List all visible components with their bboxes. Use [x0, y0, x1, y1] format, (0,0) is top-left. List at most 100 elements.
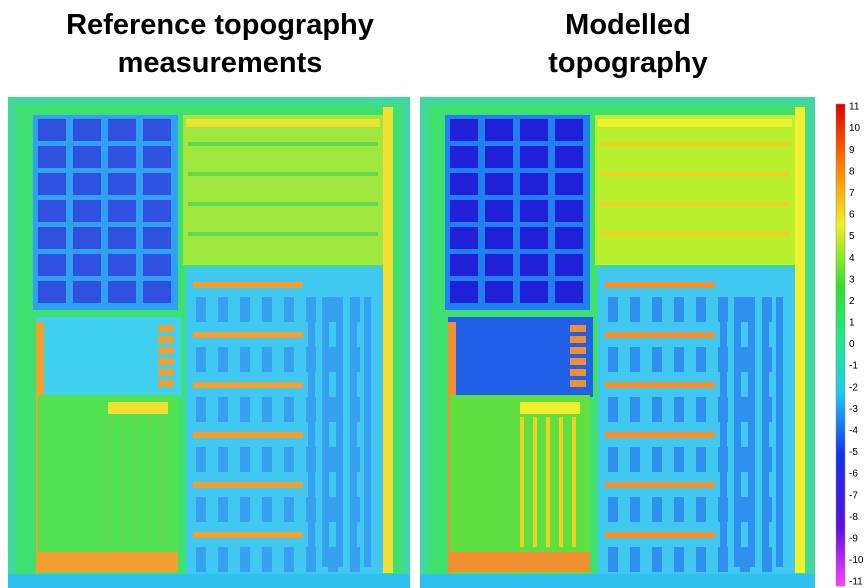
- colorbar-tick-label: 10: [849, 123, 861, 134]
- colorbar-tick-label: 8: [849, 166, 855, 177]
- memory-cell: [38, 119, 66, 141]
- line: [121, 417, 125, 547]
- line: [533, 417, 537, 547]
- column: [364, 297, 371, 567]
- pad: [570, 380, 586, 387]
- cell: [696, 447, 706, 472]
- pad: [570, 336, 586, 343]
- memory-cell: [450, 173, 478, 195]
- colorbar-tick-label: 7: [849, 188, 855, 199]
- memory-cell: [555, 254, 583, 276]
- block-edge: [186, 119, 380, 127]
- line: [108, 417, 112, 547]
- cell: [196, 547, 206, 572]
- cell: [328, 297, 338, 322]
- pad: [570, 347, 586, 354]
- memory-cell: [485, 281, 513, 303]
- cell: [630, 347, 640, 372]
- memory-cell: [143, 254, 171, 276]
- cell: [218, 297, 228, 322]
- stripe: [188, 232, 378, 236]
- cell: [696, 397, 706, 422]
- bottom-bar: [450, 552, 590, 572]
- bottom-strip: [420, 574, 815, 588]
- memory-cell: [520, 200, 548, 222]
- memory-cell: [73, 119, 101, 141]
- memory-cell: [143, 227, 171, 249]
- cell: [652, 547, 662, 572]
- colorbar-tick-label: -11: [849, 577, 863, 588]
- cell: [196, 447, 206, 472]
- cell: [218, 397, 228, 422]
- colorbar-tick-label: 1: [849, 318, 855, 329]
- memory-cell: [73, 227, 101, 249]
- bar: [193, 282, 303, 288]
- cell: [608, 547, 618, 572]
- memory-cell: [73, 173, 101, 195]
- cell: [652, 297, 662, 322]
- cell: [240, 447, 250, 472]
- memory-cell: [555, 200, 583, 222]
- cell: [674, 447, 684, 472]
- colorbar-tick-label: -10: [849, 555, 864, 566]
- memory-cell: [450, 146, 478, 168]
- column: [776, 297, 783, 567]
- colorbar-tick-label: -7: [849, 490, 858, 501]
- memory-cell: [520, 146, 548, 168]
- memory-cell: [450, 254, 478, 276]
- colorbar-tick-label: 0: [849, 339, 855, 350]
- memory-cell: [520, 254, 548, 276]
- memory-cell: [143, 146, 171, 168]
- left-title-line-2: measurements: [118, 47, 323, 79]
- cell: [240, 397, 250, 422]
- pad: [570, 369, 586, 376]
- memory-cell: [143, 173, 171, 195]
- memory-cell: [38, 146, 66, 168]
- io-block: [448, 317, 593, 397]
- stripe: [600, 232, 790, 236]
- cell: [328, 347, 338, 372]
- memory-cell: [520, 281, 548, 303]
- cell: [240, 497, 250, 522]
- colorbar-tick-label: 9: [849, 145, 855, 156]
- pad: [158, 358, 174, 365]
- memory-cell: [38, 281, 66, 303]
- cell: [328, 497, 338, 522]
- cell: [218, 497, 228, 522]
- cell: [740, 497, 750, 522]
- line: [134, 417, 138, 547]
- stripe: [188, 202, 378, 206]
- bar: [605, 282, 715, 288]
- colorbar-tick-label: -1: [849, 361, 858, 372]
- cell: [328, 447, 338, 472]
- cell: [262, 547, 272, 572]
- colorbar-tick-label: -5: [849, 447, 858, 458]
- line: [546, 417, 550, 547]
- small-bar: [520, 402, 580, 414]
- stripe: [600, 202, 790, 206]
- cell: [240, 297, 250, 322]
- cell: [630, 447, 640, 472]
- memory-cell: [108, 281, 136, 303]
- colorbar-tick-label: 3: [849, 274, 855, 285]
- cell: [240, 347, 250, 372]
- line: [160, 417, 164, 547]
- colorbar-tick-label: -8: [849, 512, 858, 523]
- memory-cell: [555, 119, 583, 141]
- line: [572, 417, 576, 547]
- memory-cell: [108, 254, 136, 276]
- small-bar: [108, 402, 168, 414]
- memory-cell: [143, 200, 171, 222]
- cell: [196, 497, 206, 522]
- bar: [193, 532, 303, 538]
- reference-map: [8, 97, 410, 588]
- cell: [630, 297, 640, 322]
- cell: [696, 547, 706, 572]
- memory-cell: [555, 227, 583, 249]
- memory-cell: [108, 146, 136, 168]
- memory-cell: [38, 227, 66, 249]
- cell: [696, 497, 706, 522]
- cell: [608, 297, 618, 322]
- cell: [284, 347, 294, 372]
